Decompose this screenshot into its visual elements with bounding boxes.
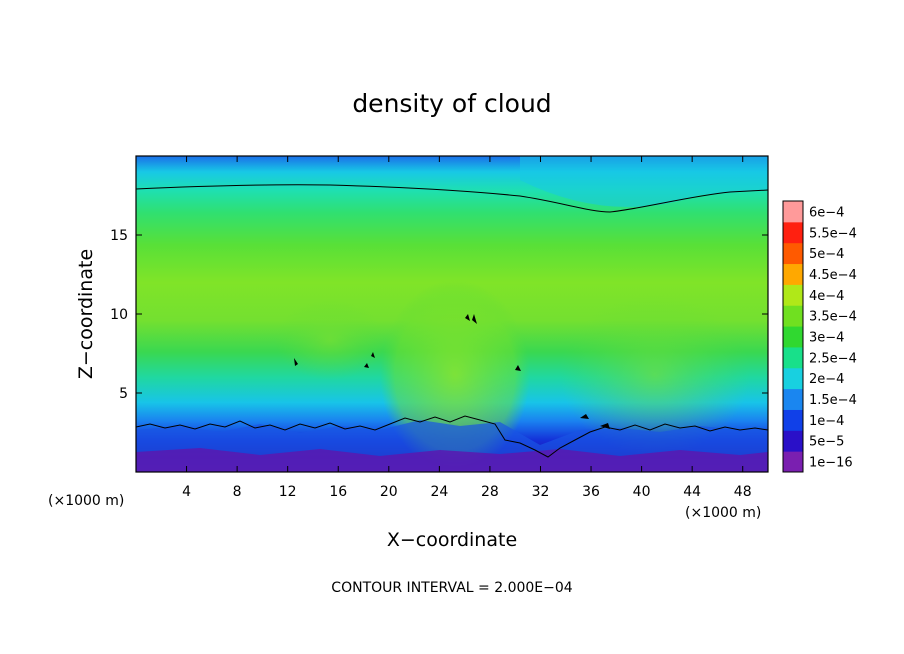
colorbar-label: 1e−4 [809,414,844,429]
colorbar-segment [783,409,803,431]
colorbar-label: 6e−4 [809,205,844,220]
colorbar-label: 2.5e−4 [809,351,857,366]
colorbar-segment [783,284,803,306]
plot-area [136,156,768,472]
x-axis-label: X−coordinate [387,529,517,551]
x-tick-label: 44 [683,484,701,500]
chart-title: density of cloud [352,89,551,118]
colorbar-segment [783,201,803,223]
colorbar-segment [783,305,803,327]
x-tick-label: 32 [532,484,550,500]
colorbar-segment [783,263,803,285]
colorbar-label: 4.5e−4 [809,268,857,283]
y-axis-label: Z−coordinate [75,249,97,379]
colorbar-segment [783,451,803,473]
x-tick-label: 16 [329,484,347,500]
upper-cyan-trough [520,156,768,207]
colorbar-segment [783,388,803,410]
colorbar-segment [783,221,803,244]
cloud-bubble-left [275,300,385,380]
y-tick-label: 10 [110,307,128,323]
colorbar-frame [782,200,804,473]
cloud-bubble-right [560,295,750,455]
colorbar-label: 2e−4 [809,372,844,387]
y-tick-label: 15 [110,228,128,244]
colorbar-segment [783,346,803,369]
x-tick-label: 48 [734,484,752,500]
contour-upper [135,184,769,213]
colorbar-segment [783,242,803,265]
colorbar-label: 4e−4 [809,289,844,304]
x-tick-label: 24 [430,484,448,500]
contour-lower [135,415,769,458]
x-tick-label: 12 [279,484,297,500]
x-tick-label: 28 [481,484,499,500]
x-tick-label: 40 [633,484,651,500]
colorbar-segment [783,326,803,348]
colorbar-label: 5e−5 [809,435,844,450]
x-tick-label: 8 [233,484,242,500]
colorbar-label: 3.5e−4 [809,310,857,325]
colorbar-label: 5.5e−4 [809,226,857,241]
x-unit-label: (×1000 m) [685,505,761,521]
colorbar-label: 1.5e−4 [809,393,857,408]
colorbar-segment [783,367,803,390]
colorbar: 1e−16 5e−5 1e−4 1.5e−4 2e−4 2.5e−4 3e−4 3.5e−4 4… [782,200,857,473]
ground-band [136,448,768,472]
x-tick-label: 36 [582,484,600,500]
x-tick-label: 4 [182,484,191,500]
colorbar-label: 5e−4 [809,247,844,262]
colorbar-label: 1e−16 [809,456,853,471]
y-tick-label: 5 [119,386,128,402]
x-tick-label: 20 [380,484,398,500]
contour-interval-note: CONTOUR INTERVAL = 2.000E−04 [331,580,572,596]
x-axis: 4 8 12 16 20 24 28 32 36 40 44 48 [182,156,752,500]
y-axis: 5 10 15 [110,228,768,402]
z-unit-label: (×1000 m) [48,493,124,509]
colorbar-segment [783,430,803,452]
colorbar-label: 3e−4 [809,331,844,346]
